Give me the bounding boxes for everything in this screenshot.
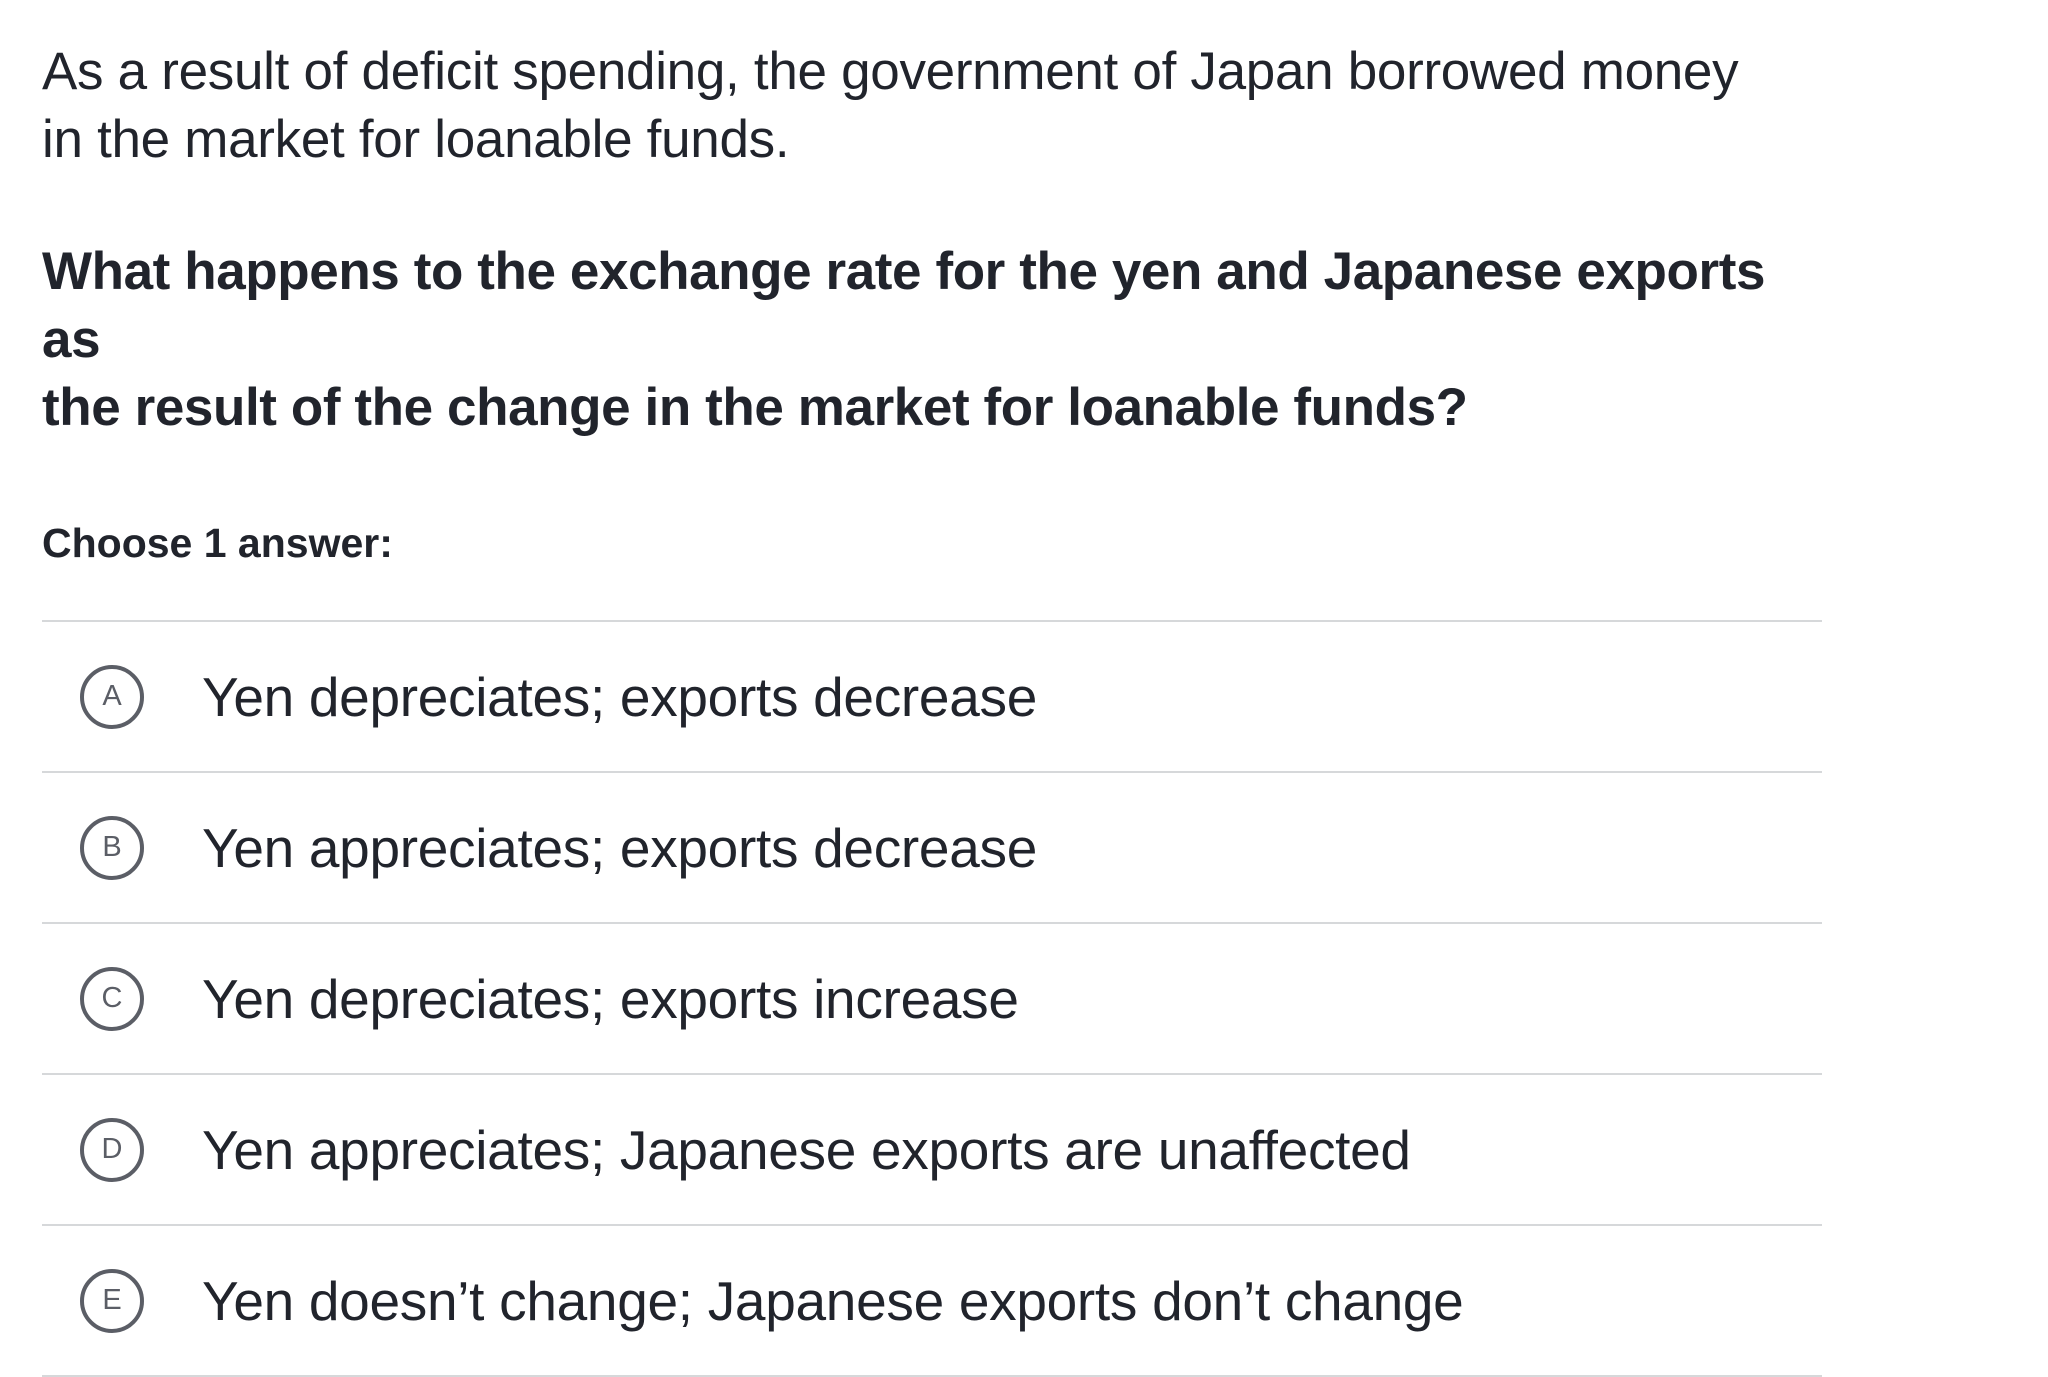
choice-e[interactable]: E Yen doesn’t change; Japanese exports d… <box>42 1226 1822 1377</box>
choice-c-label: Yen depreciates; exports increase <box>202 967 1019 1030</box>
exercise-content: As a result of deficit spending, the gov… <box>42 38 1822 1377</box>
choice-c-radio-icon[interactable]: C <box>80 966 144 1031</box>
choice-d[interactable]: D Yen appreciates; Japanese exports are … <box>42 1075 1822 1226</box>
choice-c[interactable]: C Yen depreciates; exports increase <box>42 924 1822 1075</box>
choice-b[interactable]: B Yen appreciates; exports decrease <box>42 773 1822 924</box>
question-text: What happens to the exchange rate for th… <box>42 238 1822 442</box>
answer-choices: A Yen depreciates; exports decrease B Ye… <box>42 620 1822 1377</box>
choice-e-radio-icon[interactable]: E <box>80 1268 144 1333</box>
choice-e-label: Yen doesn’t change; Japanese exports don… <box>202 1269 1464 1332</box>
choice-d-radio-icon[interactable]: D <box>80 1117 144 1182</box>
choice-b-label: Yen appreciates; exports decrease <box>202 816 1038 879</box>
prompt-line-2: in the market for loanable funds. <box>42 110 790 169</box>
choice-a[interactable]: A Yen depreciates; exports decrease <box>42 622 1822 773</box>
question-line-2: the result of the change in the market f… <box>42 378 1468 437</box>
choice-b-radio-icon[interactable]: B <box>80 815 144 880</box>
question-prompt: As a result of deficit spending, the gov… <box>42 38 1822 174</box>
prompt-line-1: As a result of deficit spending, the gov… <box>42 42 1739 101</box>
choose-instruction: Choose 1 answer: <box>42 520 393 566</box>
choice-a-radio-icon[interactable]: A <box>80 664 144 729</box>
choice-a-label: Yen depreciates; exports decrease <box>202 665 1038 728</box>
question-line-1: What happens to the exchange rate for th… <box>42 242 1766 369</box>
choice-d-label: Yen appreciates; Japanese exports are un… <box>202 1118 1411 1181</box>
